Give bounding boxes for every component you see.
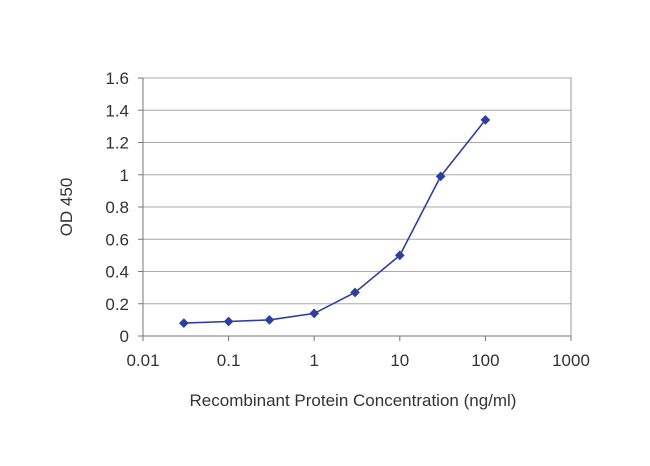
axes bbox=[138, 77, 572, 341]
series-line bbox=[183, 119, 487, 324]
y-tick-label: 1.6 bbox=[105, 69, 129, 88]
grid-lines bbox=[143, 77, 571, 305]
data-point bbox=[178, 318, 189, 329]
data-point bbox=[264, 314, 275, 325]
y-tick-labels: 0 0.2 0.4 0.6 0.8 1 1.2 1.4 1.6 bbox=[105, 69, 129, 346]
y-tick-label: 0.4 bbox=[105, 263, 129, 282]
y-tick-label: 1.2 bbox=[105, 134, 129, 153]
y-tick-label: 1 bbox=[120, 166, 129, 185]
x-tick-label: 10 bbox=[390, 351, 409, 370]
x-tick-label: 1 bbox=[309, 351, 318, 370]
data-point bbox=[309, 308, 320, 319]
y-axis-title: OD 450 bbox=[57, 178, 76, 237]
x-tick-label: 100 bbox=[471, 351, 499, 370]
data-point bbox=[394, 250, 405, 261]
x-tick-labels: 0.01 0.1 1 10 100 1000 bbox=[126, 351, 589, 370]
x-axis-title: Recombinant Protein Concentration (ng/ml… bbox=[190, 391, 517, 410]
data-point bbox=[435, 171, 446, 182]
x-tick-label: 0.01 bbox=[126, 351, 159, 370]
y-tick-label: 0.6 bbox=[105, 230, 129, 249]
y-tick-label: 0 bbox=[120, 327, 129, 346]
y-tick-label: 1.4 bbox=[105, 101, 129, 120]
data-series bbox=[178, 114, 491, 329]
y-tick-label: 0.8 bbox=[105, 198, 129, 217]
data-point bbox=[350, 287, 360, 298]
data-point bbox=[480, 114, 491, 125]
x-tick-label: 1000 bbox=[552, 351, 590, 370]
x-tick-label: 0.1 bbox=[217, 351, 241, 370]
data-point bbox=[223, 316, 234, 327]
y-tick-label: 0.2 bbox=[105, 295, 129, 314]
